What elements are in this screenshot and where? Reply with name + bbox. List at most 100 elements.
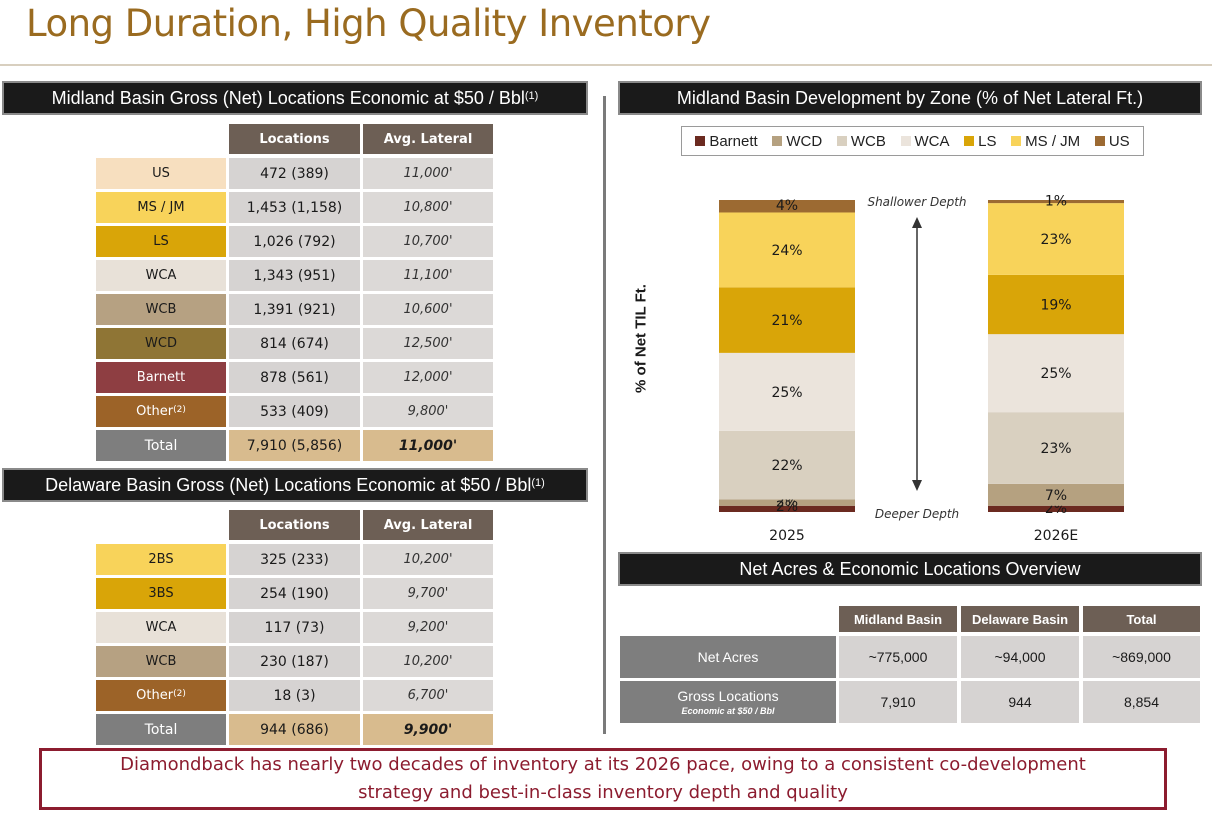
- bar-segment-wcb: [988, 412, 1124, 484]
- column-header: Locations: [229, 124, 360, 154]
- data-label: 19%: [1040, 298, 1071, 314]
- depth-arrow-up-head: [912, 217, 922, 228]
- data-label: 25%: [1040, 366, 1071, 382]
- total-lateral: 11,000': [363, 430, 493, 461]
- zone-label: Other (2): [96, 396, 226, 427]
- total-locations: 7,910 (5,856): [229, 430, 360, 461]
- overview-column-header: Midland Basin: [839, 606, 957, 632]
- zone-name: WCD: [145, 336, 177, 351]
- lateral-value: 10,600': [363, 294, 493, 325]
- locations-value: 254 (190): [229, 578, 360, 609]
- zone-name: WCB: [145, 654, 177, 669]
- overview-title: Net Acres & Economic Locations Overview: [618, 552, 1202, 586]
- column-header: Avg. Lateral: [363, 510, 493, 540]
- bar-segment-barnett: [988, 505, 1124, 512]
- locations-value: 1,453 (1,158): [229, 192, 360, 223]
- locations-value: 472 (389): [229, 158, 360, 189]
- data-label: 21%: [771, 313, 802, 329]
- zone-name: US: [152, 166, 170, 181]
- zone-label: WCB: [96, 646, 226, 677]
- data-label: 4%: [776, 198, 798, 214]
- data-label: 7%: [1045, 488, 1067, 504]
- page-title: Long Duration, High Quality Inventory: [26, 2, 711, 45]
- legend-item: Barnett: [695, 132, 758, 150]
- bar-segment-ms-jm: [719, 212, 855, 288]
- x-tick-label: 2026E: [1034, 528, 1078, 544]
- chart-title: Midland Basin Development by Zone (% of …: [618, 81, 1202, 115]
- lateral-value: 10,200': [363, 646, 493, 677]
- legend-label: WCB: [850, 132, 886, 150]
- zone-name: MS / JM: [137, 200, 185, 215]
- zone-name: Other: [136, 688, 174, 703]
- legend-item: US: [1094, 132, 1130, 150]
- zone-name: WCA: [145, 268, 177, 283]
- zone-label: US: [96, 158, 226, 189]
- lateral-value: 9,800': [363, 396, 493, 427]
- lateral-value: 9,700': [363, 578, 493, 609]
- total-label: Total: [96, 430, 226, 461]
- lateral-value: 12,500': [363, 328, 493, 359]
- bar-segment-barnett: [719, 505, 855, 512]
- bar-segment-wcb: [719, 430, 855, 500]
- legend-swatch: [695, 136, 706, 146]
- overview-row-label: Net Acres: [620, 636, 836, 678]
- summary-callout: Diamondback has nearly two decades of in…: [39, 748, 1167, 810]
- legend-item: WCA: [900, 132, 950, 150]
- bar-segment-ls: [719, 287, 855, 353]
- locations-value: 878 (561): [229, 362, 360, 393]
- locations-value: 1,391 (921): [229, 294, 360, 325]
- data-label: 22%: [771, 458, 802, 474]
- data-label: 1%: [1045, 194, 1067, 210]
- delaware-table-title-footnote: (1): [531, 477, 545, 489]
- lateral-value: 10,800': [363, 192, 493, 223]
- legend-swatch: [900, 136, 911, 146]
- lateral-value: 11,000': [363, 158, 493, 189]
- data-label: 23%: [1040, 441, 1071, 457]
- overview-column-header: Delaware Basin: [961, 606, 1079, 632]
- zone-label: Other (2): [96, 680, 226, 711]
- section-divider: [603, 96, 606, 734]
- overview-row-title: Net Acres: [697, 649, 759, 665]
- overview-value: ~94,000: [961, 636, 1079, 678]
- data-label: 23%: [1040, 232, 1071, 248]
- legend-swatch: [964, 136, 975, 146]
- zone-footnote: (2): [173, 688, 186, 699]
- overview-title-text: Net Acres & Economic Locations Overview: [739, 558, 1081, 579]
- data-label: 25%: [771, 385, 802, 401]
- delaware-table-title-text: Delaware Basin Gross (Net) Locations Eco…: [45, 474, 532, 495]
- legend-label: Barnett: [709, 132, 758, 150]
- column-header: Locations: [229, 510, 360, 540]
- zone-label: LS: [96, 226, 226, 257]
- overview-value: 7,910: [839, 681, 957, 723]
- legend-item: MS / JM: [1011, 133, 1080, 150]
- legend-swatch: [1011, 136, 1022, 146]
- depth-arrow-down-head: [912, 480, 922, 491]
- total-lateral: 9,900': [363, 714, 493, 745]
- bar-segment-wca: [719, 352, 855, 431]
- zone-label: MS / JM: [96, 192, 226, 223]
- zone-label: WCA: [96, 260, 226, 291]
- locations-value: 533 (409): [229, 396, 360, 427]
- delaware-table-title: Delaware Basin Gross (Net) Locations Eco…: [2, 468, 588, 502]
- lateral-value: 10,700': [363, 226, 493, 257]
- deeper-depth-label: Deeper Depth: [875, 507, 959, 521]
- chart-legend: Barnett WCD WCB WCA LS MS / JM US: [681, 126, 1144, 156]
- x-tick-label: 2025: [769, 528, 805, 544]
- locations-value: 325 (233): [229, 544, 360, 575]
- overview-row-subtitle: Economic at $50 / Bbl: [681, 706, 775, 716]
- total-locations: 944 (686): [229, 714, 360, 745]
- overview-row-title: Gross Locations: [677, 688, 779, 704]
- bar-segment-us: [719, 200, 855, 213]
- overview-value: 8,854: [1083, 681, 1200, 723]
- bar-segment-wcd: [988, 483, 1124, 506]
- legend-label: WCA: [914, 132, 950, 150]
- zone-label: WCB: [96, 294, 226, 325]
- legend-label: MS / JM: [1025, 132, 1081, 150]
- locations-value: 230 (187): [229, 646, 360, 677]
- legend-item: WCB: [836, 132, 886, 150]
- zone-label: 2BS: [96, 544, 226, 575]
- legend-label: LS: [978, 132, 997, 150]
- overview-value: ~869,000: [1083, 636, 1200, 678]
- stacked-bar-chart: 2%22%25%21%24%4%20252%7%23%25%19%23%1%20…: [719, 194, 1124, 544]
- legend-label: US: [1108, 132, 1130, 150]
